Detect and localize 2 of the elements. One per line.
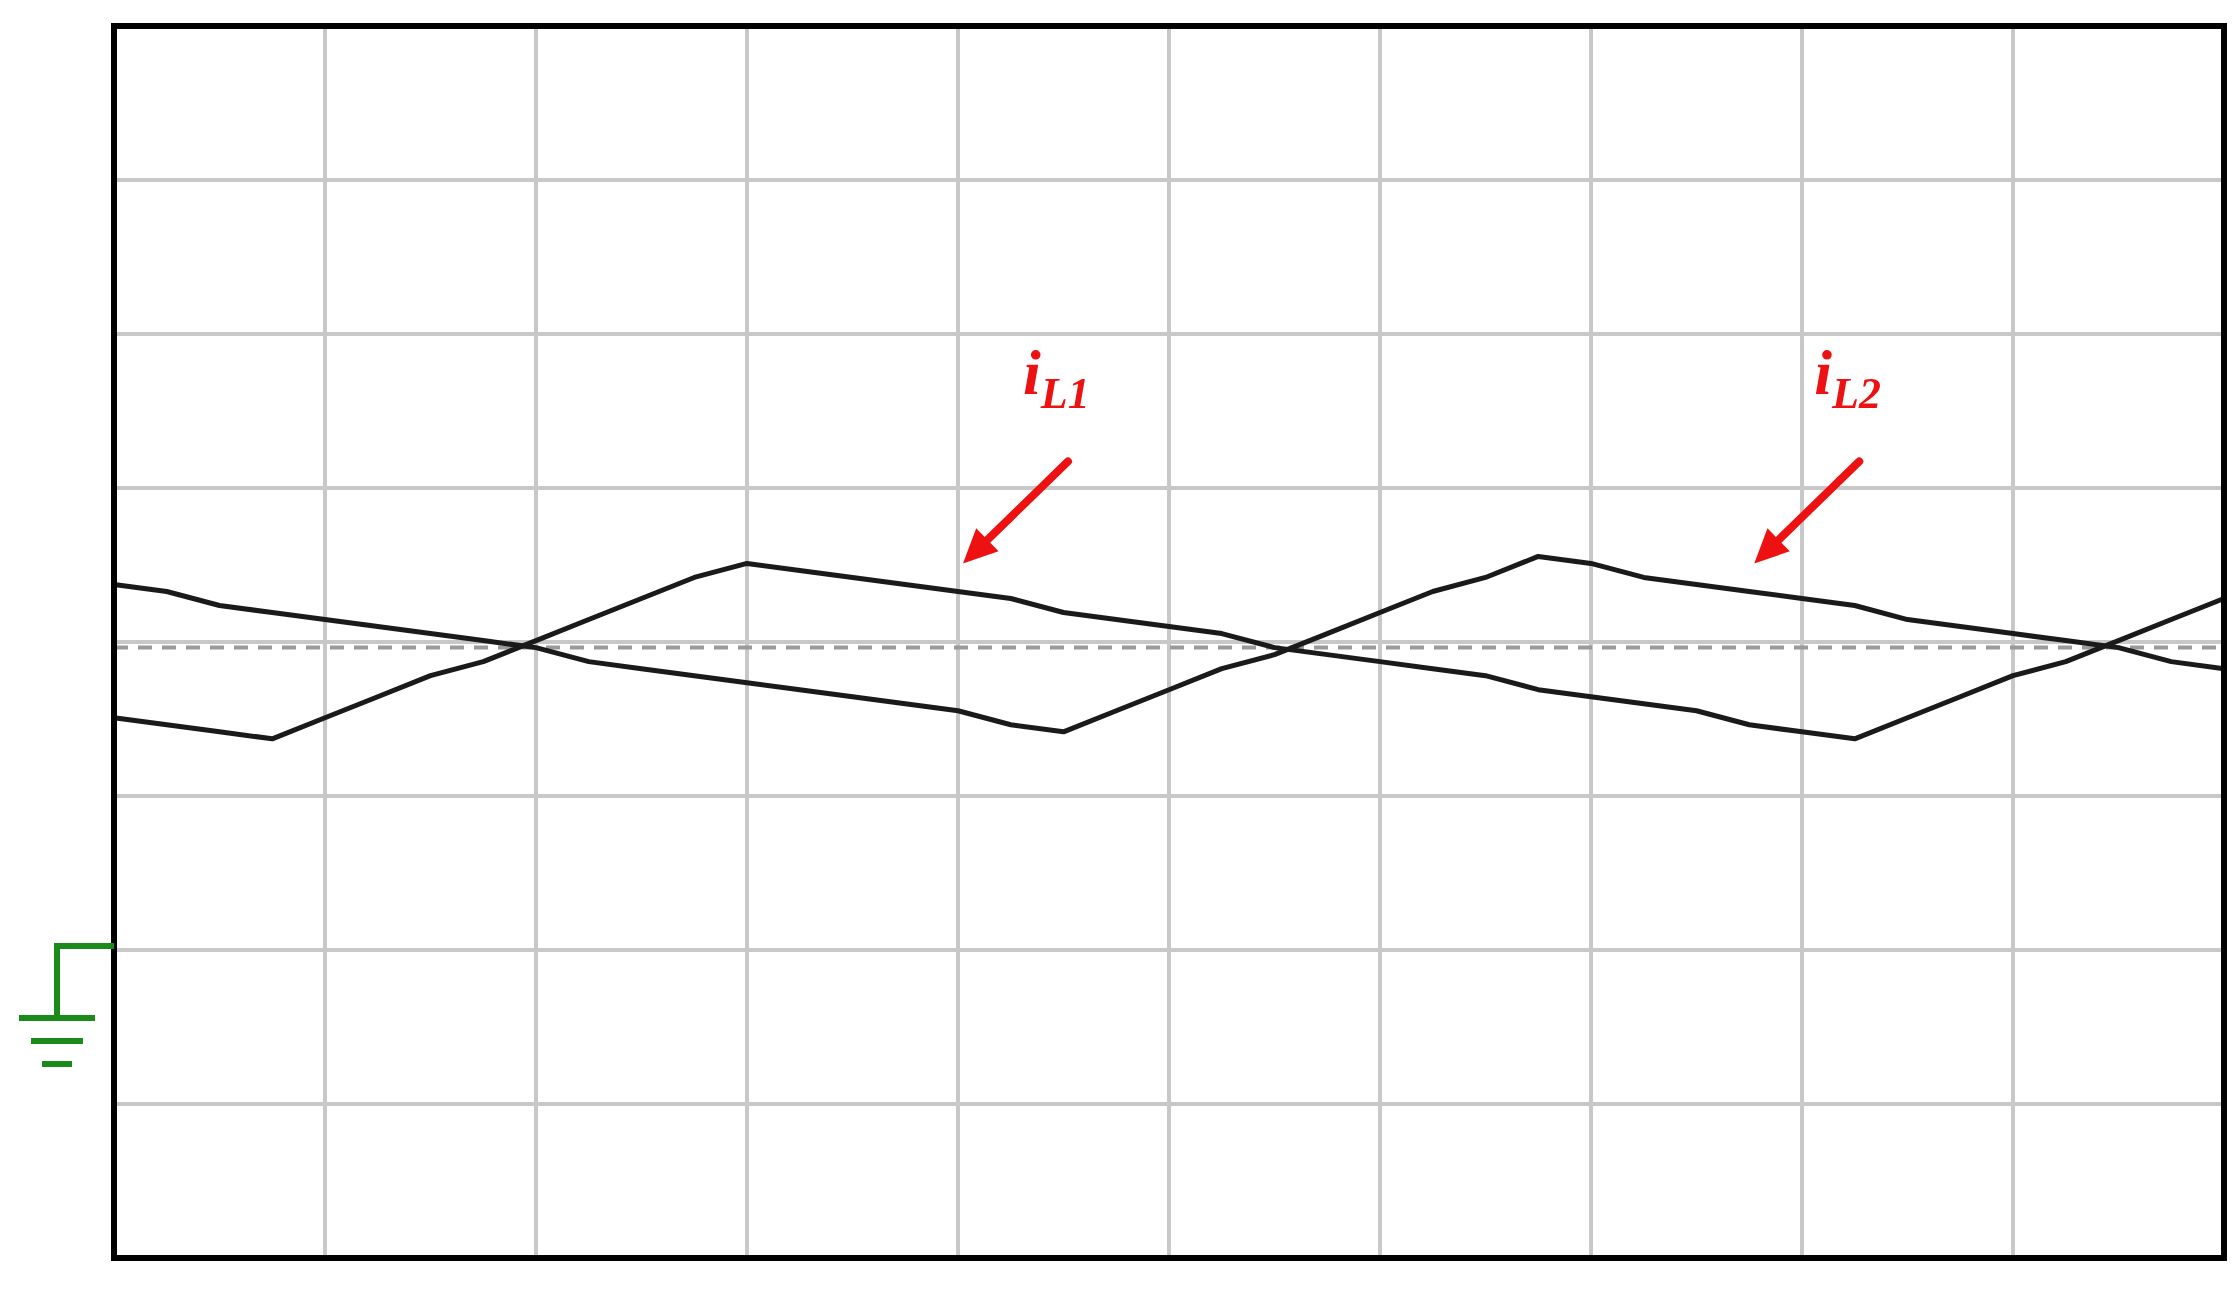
text: i$_{L1}$ (1023, 337, 1090, 419)
text: i$_{L2}$ (1814, 337, 1881, 419)
